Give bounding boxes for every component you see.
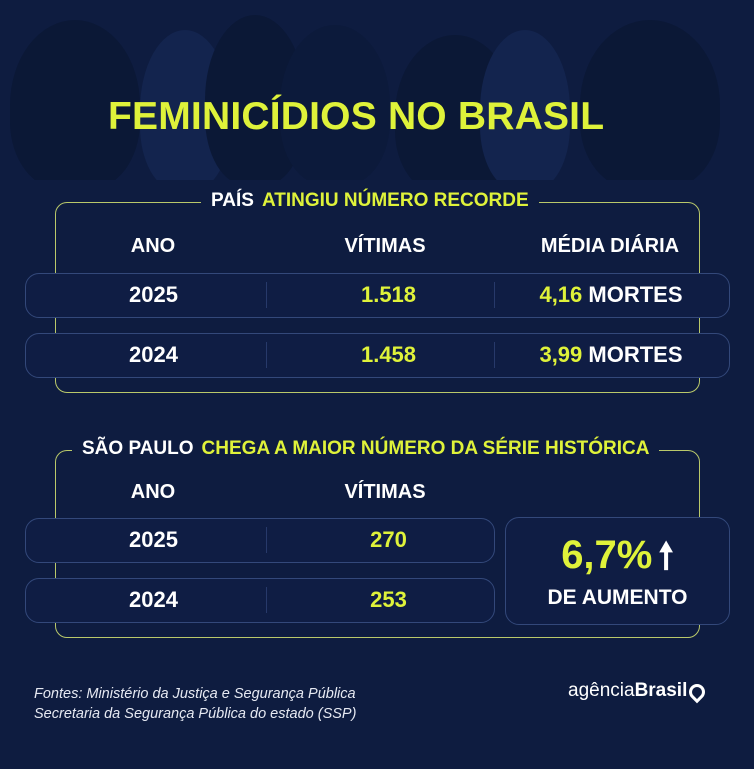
divider bbox=[266, 342, 267, 368]
table-row: 2024 253 bbox=[25, 578, 495, 623]
victims-cell: 1.518 bbox=[360, 282, 417, 307]
daily-average-cell: 4,16 MORTES bbox=[506, 274, 716, 316]
victims-cell: 1.458 bbox=[360, 342, 417, 367]
divider bbox=[266, 527, 267, 553]
logo-text-bold: Brasil bbox=[634, 680, 688, 701]
increase-value-wrap: 6,7% 🠕 bbox=[506, 530, 729, 591]
daily-average-value: 4,16 bbox=[539, 282, 583, 307]
sp-header-ano: ANO bbox=[130, 481, 176, 503]
sources: Fontes: Ministério da Justiça e Seguranç… bbox=[34, 684, 356, 724]
brasil-header-vitimas: VÍTIMAS bbox=[344, 235, 426, 257]
logo-text-light: agência bbox=[568, 680, 635, 701]
table-row: 2025 270 bbox=[25, 518, 495, 563]
increase-badge: 6,7% 🠕 DE AUMENTO bbox=[505, 517, 730, 625]
sp-header-vitimas: VÍTIMAS bbox=[344, 481, 426, 503]
year-cell: 2025 bbox=[129, 282, 178, 307]
daily-average-unit: MORTES bbox=[588, 342, 683, 367]
source-line: Fontes: Ministério da Justiça e Seguranç… bbox=[34, 686, 356, 702]
sao-paulo-panel: SÃO PAULO CHEGA A MAIOR NÚMERO DA SÉRIE H… bbox=[55, 438, 700, 638]
brasil-legend-highlight: ATINGIU NÚMERO RECORDE bbox=[261, 190, 529, 211]
daily-average-unit: MORTES bbox=[588, 282, 683, 307]
table-row: 2024 1.458 3,99 MORTES bbox=[25, 333, 730, 378]
divider bbox=[494, 342, 495, 368]
increase-value: 6,7% bbox=[561, 533, 653, 577]
year-cell: 2024 bbox=[129, 587, 178, 612]
victims-cell: 270 bbox=[370, 527, 407, 552]
brasil-panel: PAÍS ATINGIU NÚMERO RECORDE bbox=[55, 190, 700, 393]
arrow-up-icon: 🠕 bbox=[658, 535, 674, 576]
sao-paulo-legend-label: SÃO PAULO bbox=[82, 438, 194, 459]
sao-paulo-legend: SÃO PAULO CHEGA A MAIOR NÚMERO DA SÉRIE H… bbox=[72, 438, 660, 460]
sao-paulo-legend-highlight: CHEGA A MAIOR NÚMERO DA SÉRIE HISTÓRICA bbox=[201, 438, 650, 459]
brasil-legend-label: PAÍS bbox=[211, 190, 254, 211]
divider bbox=[266, 282, 267, 308]
divider bbox=[494, 282, 495, 308]
divider bbox=[266, 587, 267, 613]
year-cell: 2024 bbox=[129, 342, 178, 367]
daily-average-value: 3,99 bbox=[539, 342, 583, 367]
daily-average-cell: 3,99 MORTES bbox=[506, 334, 716, 376]
map-pin-icon bbox=[686, 680, 709, 704]
brasil-header-media: MÉDIA DIÁRIA bbox=[540, 235, 680, 257]
page-title: FEMINICÍDIOS NO BRASIL bbox=[108, 95, 605, 138]
brasil-legend: PAÍS ATINGIU NÚMERO RECORDE bbox=[201, 190, 539, 212]
background-silhouettes bbox=[0, 0, 754, 180]
source-line: Secretaria da Segurança Pública do estad… bbox=[34, 706, 357, 722]
table-row: 2025 1.518 4,16 MORTES bbox=[25, 273, 730, 318]
victims-cell: 253 bbox=[370, 587, 407, 612]
brasil-header-ano: ANO bbox=[130, 235, 176, 257]
increase-label: DE AUMENTO bbox=[547, 586, 688, 609]
year-cell: 2025 bbox=[129, 527, 178, 552]
agencia-brasil-logo: agênciaBrasil bbox=[568, 680, 709, 704]
